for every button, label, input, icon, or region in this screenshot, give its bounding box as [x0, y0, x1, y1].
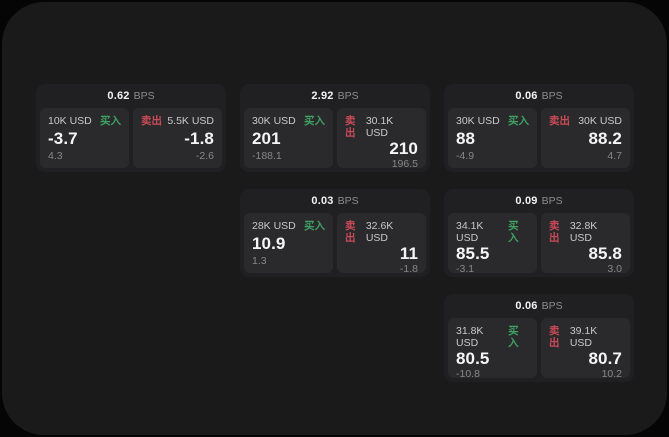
buy-price: 10.9 — [252, 234, 286, 253]
quote-tiles: 10K USD 买入 -3.7 4.3 卖出 5.5K USD -1.8 -2.… — [36, 108, 226, 172]
sell-amount: 32.6K USD — [365, 220, 394, 244]
card-header: 2.92 BPS — [240, 84, 430, 108]
sell-tile[interactable]: 卖出 32.6K USD 11 -1.8 — [337, 213, 426, 275]
quote-tiles: 31.8K USD 买入 80.5 -10.8 卖出 39.1K USD 80.… — [444, 318, 634, 382]
buy-amount: 10K USD — [48, 115, 92, 127]
sell-tile[interactable]: 卖出 30.1K USD 210 196.5 — [337, 108, 426, 170]
buy-tile[interactable]: 10K USD 买入 -3.7 4.3 — [40, 108, 129, 168]
bps-unit-label: BPS — [541, 90, 563, 102]
sell-action-label: 卖出 — [345, 115, 356, 139]
quote-tiles: 30K USD 买入 88 -4.9 卖出 30K USD 88.2 4.7 — [444, 108, 634, 172]
sell-tile[interactable]: 卖出 30K USD 88.2 4.7 — [541, 108, 630, 168]
buy-price: 85.5 — [456, 244, 490, 263]
card-header: 0.06 BPS — [444, 84, 634, 108]
sell-amount: 39.1K USD — [569, 325, 598, 349]
buy-tile[interactable]: 28K USD 买入 10.9 1.3 — [244, 213, 333, 273]
bps-unit-label: BPS — [337, 195, 359, 207]
buy-tile[interactable]: 31.8K USD 买入 80.5 -10.8 — [448, 318, 537, 380]
sell-amount: 5.5K USD — [167, 115, 214, 127]
card-header: 0.06 BPS — [444, 294, 634, 318]
sell-action-label: 卖出 — [549, 325, 560, 349]
sell-price: -1.8 — [184, 129, 214, 148]
buy-price: 88 — [456, 129, 476, 148]
sell-tile[interactable]: 卖出 39.1K USD 80.7 10.2 — [541, 318, 630, 380]
bps-value: 0.62 — [107, 90, 130, 102]
sell-change: 3.0 — [607, 263, 622, 275]
sell-price: 210 — [389, 139, 418, 158]
buy-action-label: 买入 — [508, 220, 519, 244]
sell-tile[interactable]: 卖出 32.8K USD 85.8 3.0 — [541, 213, 630, 275]
bps-unit-label: BPS — [541, 195, 563, 207]
card-header: 0.62 BPS — [36, 84, 226, 108]
sell-amount: 30.1K USD — [365, 115, 394, 139]
buy-action-label: 买入 — [304, 115, 325, 127]
sell-change: -2.6 — [195, 150, 214, 162]
buy-price: -3.7 — [48, 129, 78, 148]
sell-tile[interactable]: 卖出 5.5K USD -1.8 -2.6 — [133, 108, 222, 168]
buy-change: -10.8 — [456, 368, 480, 380]
sell-change: -1.8 — [399, 263, 418, 275]
quote-tiles: 28K USD 买入 10.9 1.3 卖出 32.6K USD 11 -1.8 — [240, 213, 430, 277]
sell-amount: 32.8K USD — [569, 220, 598, 244]
sell-change: 4.7 — [607, 150, 622, 162]
sell-action-label: 卖出 — [141, 115, 162, 127]
sell-price: 88.2 — [588, 129, 622, 148]
buy-amount: 30K USD — [456, 115, 500, 127]
quote-card-5: 0.09 BPS 34.1K USD 买入 85.5 -3.1 卖出 32.8K… — [444, 189, 634, 277]
bps-value: 0.03 — [311, 195, 334, 207]
quote-card-2: 2.92 BPS 30K USD 买入 201 -188.1 卖出 30.1K … — [240, 84, 430, 172]
sell-price: 85.8 — [588, 244, 622, 263]
quote-card-3: 0.06 BPS 30K USD 买入 88 -4.9 卖出 30K USD — [444, 84, 634, 172]
sell-action-label: 卖出 — [549, 220, 560, 244]
bps-unit-label: BPS — [541, 300, 563, 312]
card-header: 0.09 BPS — [444, 189, 634, 213]
buy-action-label: 买入 — [508, 325, 519, 349]
buy-price: 80.5 — [456, 349, 490, 368]
buy-change: -4.9 — [456, 150, 475, 162]
bps-value: 0.06 — [515, 300, 538, 312]
buy-change: -3.1 — [456, 263, 475, 275]
bps-value: 2.92 — [311, 90, 334, 102]
buy-tile[interactable]: 30K USD 买入 88 -4.9 — [448, 108, 537, 168]
sell-price: 80.7 — [588, 349, 622, 368]
buy-action-label: 买入 — [304, 220, 325, 232]
bps-unit-label: BPS — [337, 90, 359, 102]
quote-tiles: 34.1K USD 买入 85.5 -3.1 卖出 32.8K USD 85.8… — [444, 213, 634, 277]
quote-tiles: 30K USD 买入 201 -188.1 卖出 30.1K USD 210 1… — [240, 108, 430, 172]
buy-change: -188.1 — [252, 150, 282, 162]
sell-action-label: 卖出 — [345, 220, 356, 244]
quote-card-4: 0.03 BPS 28K USD 买入 10.9 1.3 卖出 32.6K US… — [240, 189, 430, 277]
bps-unit-label: BPS — [133, 90, 155, 102]
buy-change: 4.3 — [48, 150, 63, 162]
buy-amount: 30K USD — [252, 115, 296, 127]
card-header: 0.03 BPS — [240, 189, 430, 213]
buy-tile[interactable]: 30K USD 买入 201 -188.1 — [244, 108, 333, 168]
buy-tile[interactable]: 34.1K USD 买入 85.5 -3.1 — [448, 213, 537, 275]
bps-value: 0.06 — [515, 90, 538, 102]
buy-action-label: 买入 — [508, 115, 529, 127]
sell-amount: 30K USD — [578, 115, 622, 127]
sell-change: 10.2 — [601, 368, 622, 380]
sell-price: 11 — [399, 244, 418, 263]
buy-amount: 28K USD — [252, 220, 296, 232]
quote-card-1: 0.62 BPS 10K USD 买入 -3.7 4.3 卖出 5.5K USD — [36, 84, 226, 172]
bps-value: 0.09 — [515, 195, 538, 207]
buy-action-label: 买入 — [100, 115, 121, 127]
sell-action-label: 卖出 — [549, 115, 570, 127]
buy-amount: 34.1K USD — [456, 220, 484, 244]
buy-amount: 31.8K USD — [456, 325, 484, 349]
buy-change: 1.3 — [252, 255, 267, 267]
sell-change: 196.5 — [391, 158, 418, 170]
buy-price: 201 — [252, 129, 281, 148]
quote-card-6: 0.06 BPS 31.8K USD 买入 80.5 -10.8 卖出 39.1… — [444, 294, 634, 382]
